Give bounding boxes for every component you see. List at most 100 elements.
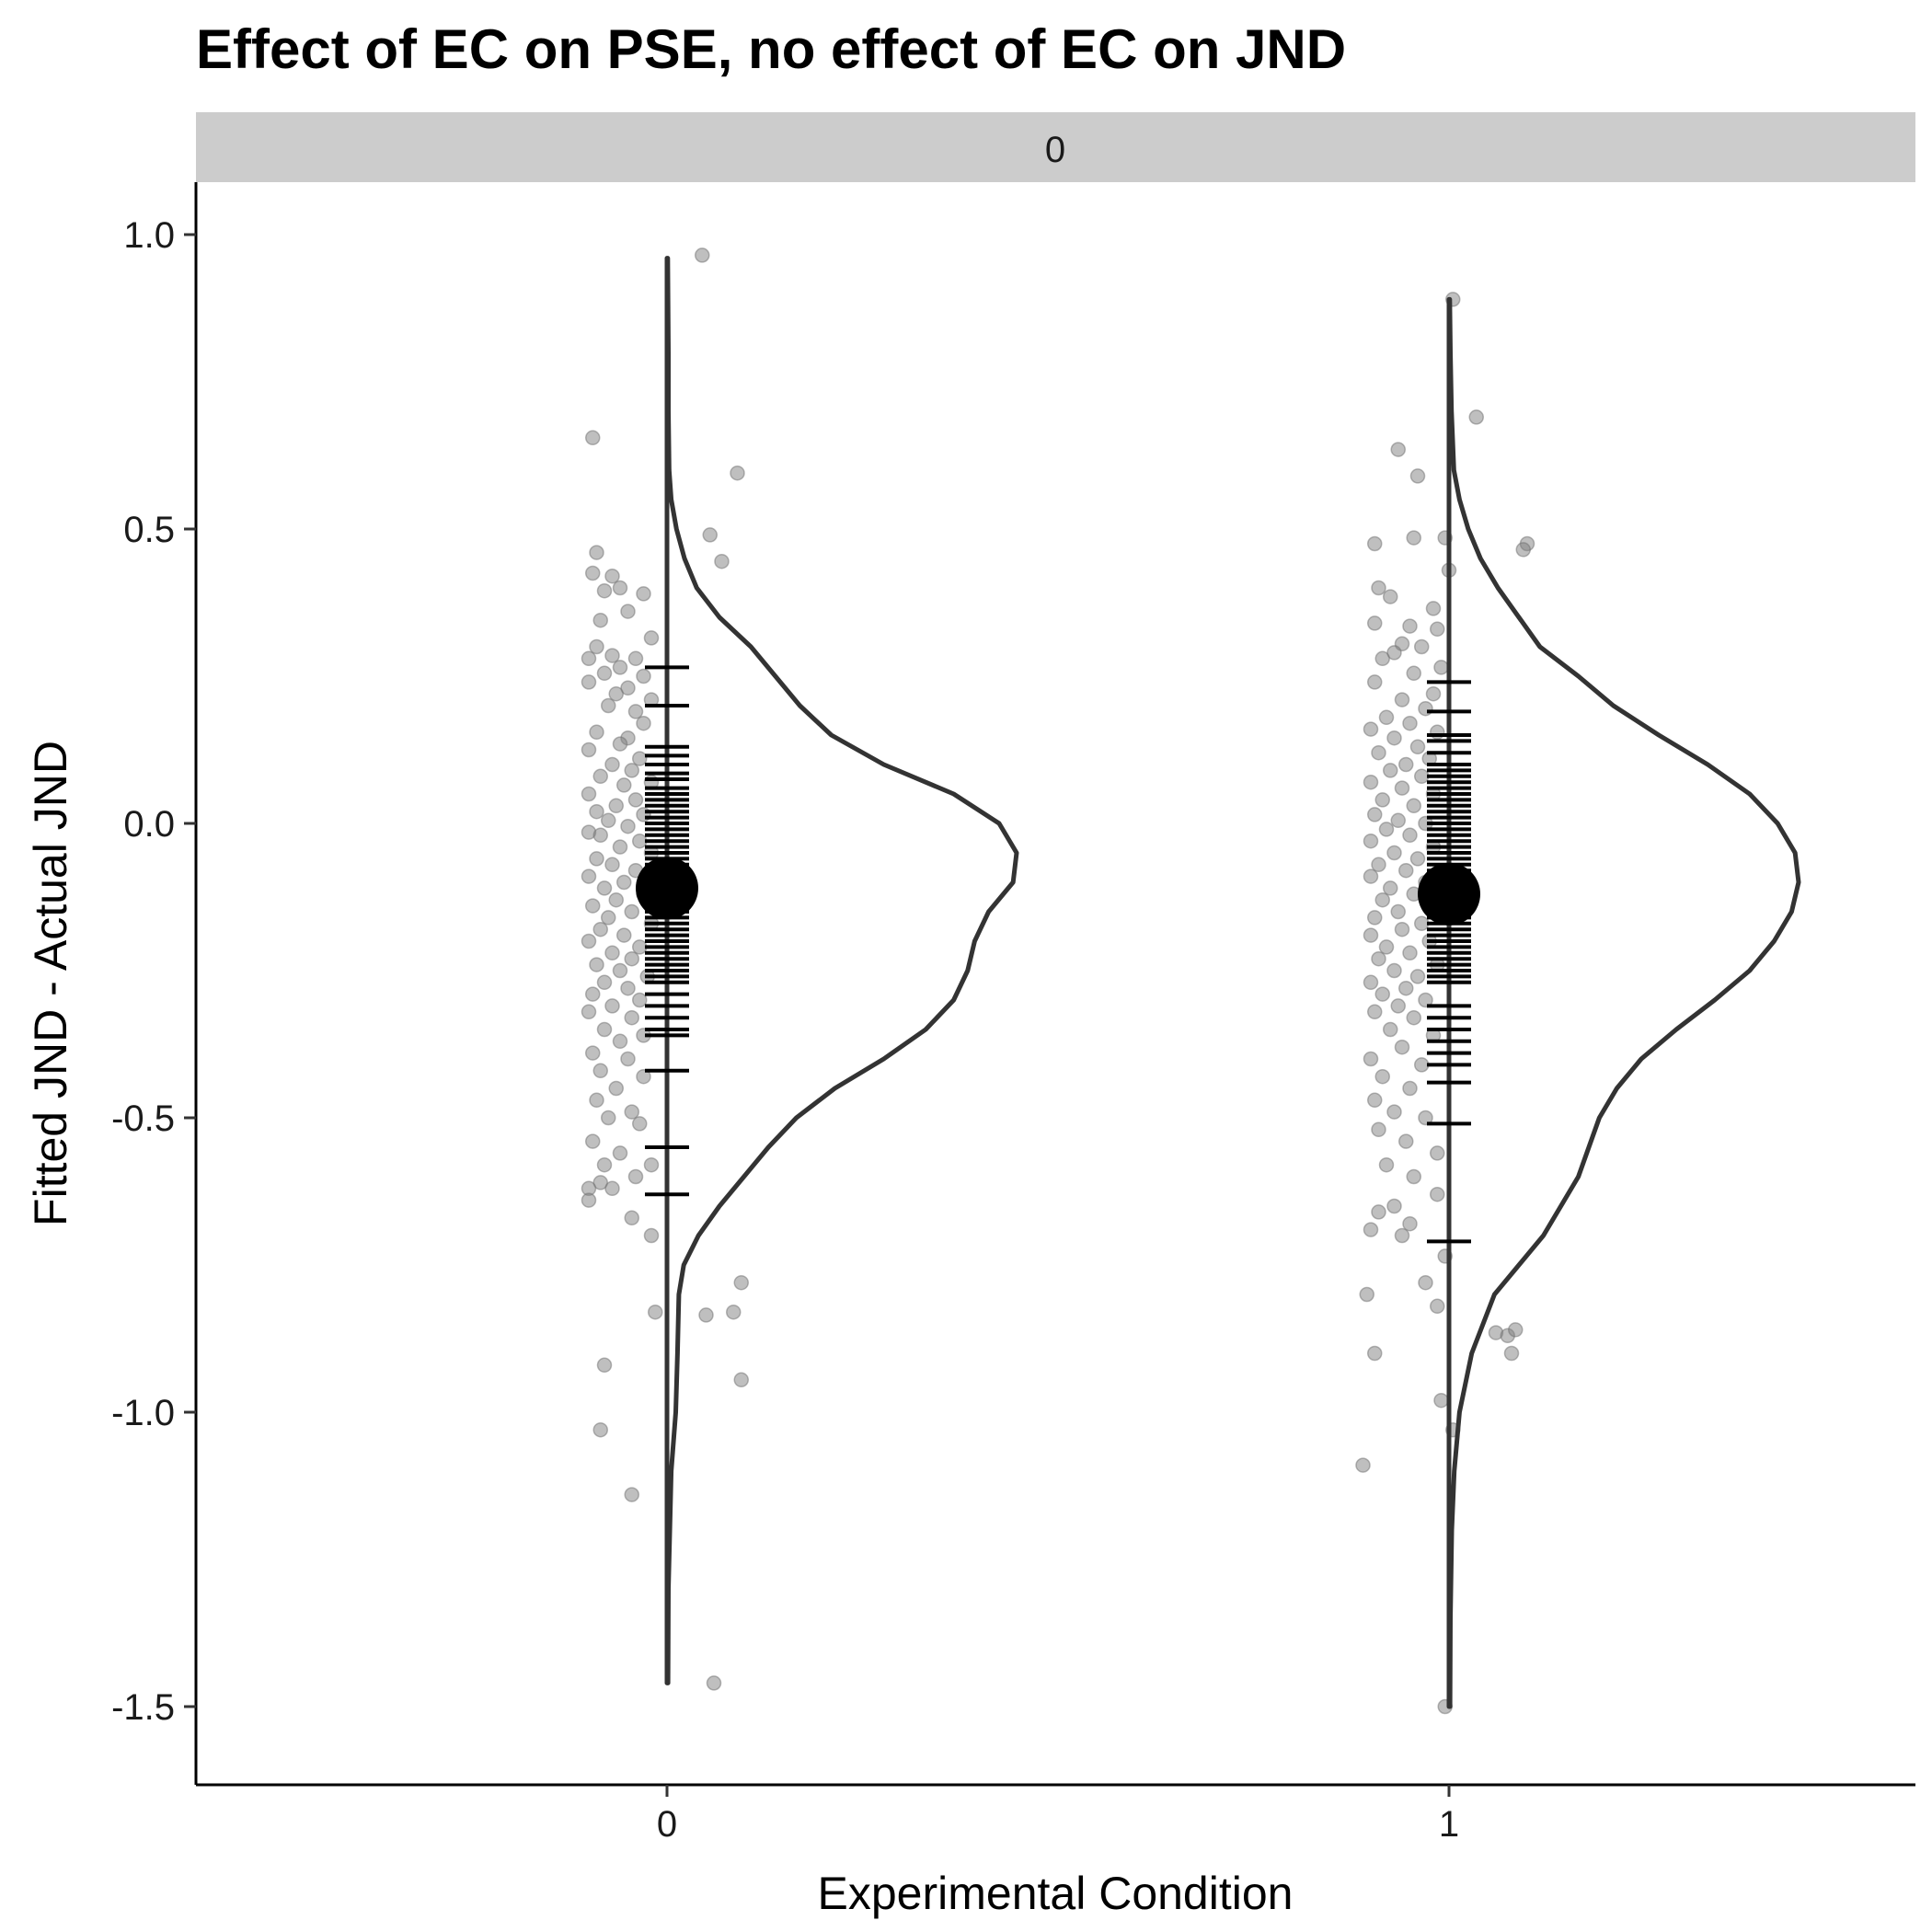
data-point — [1386, 962, 1402, 979]
data-point — [1383, 1021, 1398, 1038]
data-point — [1402, 715, 1418, 731]
data-point — [695, 247, 710, 263]
data-point — [1394, 692, 1410, 707]
data-point — [604, 568, 620, 584]
mean-point — [636, 857, 698, 920]
data-point — [620, 980, 636, 996]
x-tick-label: 1 — [1439, 1804, 1459, 1845]
data-point — [1390, 903, 1406, 920]
data-point — [1371, 1204, 1386, 1220]
data-point — [1386, 645, 1402, 661]
data-point — [1367, 807, 1383, 822]
data-point — [1406, 798, 1421, 814]
data-point — [714, 553, 730, 569]
data-point — [620, 818, 636, 834]
data-point — [1374, 891, 1390, 908]
density-curve — [1446, 296, 1801, 1709]
data-point — [604, 998, 620, 1014]
data-point — [1402, 945, 1418, 961]
data-point — [1371, 580, 1386, 596]
data-point — [1386, 845, 1402, 861]
data-point — [1386, 730, 1402, 746]
y-axis-title: Fitted JND - Actual JND — [25, 741, 76, 1226]
data-point — [1367, 1004, 1383, 1020]
y-tick-label: -1.5 — [111, 1687, 175, 1728]
data-point — [581, 1192, 597, 1208]
data-point — [726, 1304, 742, 1320]
data-point — [596, 1156, 613, 1173]
data-point — [596, 665, 613, 682]
data-point — [1363, 868, 1379, 884]
data-point — [1414, 638, 1430, 655]
data-point — [1425, 685, 1442, 702]
data-point — [627, 704, 644, 719]
data-point — [1398, 756, 1414, 773]
data-point — [589, 957, 604, 972]
data-point — [1378, 709, 1395, 726]
data-point — [1402, 1215, 1418, 1232]
data-point — [1515, 542, 1531, 558]
data-point — [1374, 1068, 1390, 1085]
data-point — [616, 777, 632, 793]
data-point — [1406, 1168, 1421, 1185]
data-point — [612, 580, 628, 596]
data-point — [1402, 1080, 1418, 1097]
condition-0-group — [581, 247, 1019, 1691]
data-point — [620, 1051, 636, 1067]
data-point — [632, 751, 648, 766]
data-point — [627, 1168, 644, 1185]
data-point — [1418, 1110, 1433, 1126]
data-point — [1355, 1457, 1371, 1473]
data-point — [1378, 822, 1395, 837]
data-point — [601, 697, 616, 714]
data-point — [1386, 1104, 1402, 1120]
data-point — [1363, 1051, 1379, 1067]
data-point — [636, 668, 651, 684]
data-point — [1367, 910, 1383, 926]
data-point — [1508, 1322, 1524, 1338]
data-point — [648, 1304, 663, 1320]
data-point — [624, 1210, 639, 1226]
data-point — [592, 1421, 608, 1438]
plot-marks — [581, 247, 1801, 1715]
data-point — [612, 962, 628, 979]
data-point — [1414, 1057, 1430, 1073]
data-point — [581, 868, 597, 884]
data-point — [636, 807, 651, 822]
data-point — [1363, 721, 1379, 737]
data-point — [632, 833, 648, 849]
data-point — [608, 1080, 624, 1097]
data-point — [1418, 700, 1433, 717]
data-point — [1406, 665, 1421, 682]
data-point — [1398, 862, 1414, 879]
data-point — [581, 674, 597, 690]
data-point — [1386, 1198, 1402, 1214]
data-point — [612, 1145, 628, 1161]
data-point — [1359, 1286, 1374, 1303]
data-point — [1367, 535, 1383, 552]
data-point — [608, 685, 624, 702]
data-point — [585, 1045, 601, 1061]
data-point — [1383, 880, 1398, 896]
data-point — [1363, 774, 1379, 790]
data-point — [1371, 1121, 1386, 1138]
data-point — [1363, 1222, 1379, 1237]
data-point — [643, 1156, 660, 1173]
data-point — [612, 660, 628, 675]
data-point — [604, 756, 620, 773]
data-point — [1367, 1092, 1383, 1109]
data-point — [1409, 969, 1426, 984]
data-point — [1409, 468, 1426, 484]
data-point — [1430, 1145, 1445, 1161]
y-tick-label: 0.5 — [123, 510, 175, 550]
data-point — [1363, 833, 1379, 849]
data-point — [1406, 530, 1421, 546]
y-tick-label: -1.0 — [111, 1393, 175, 1433]
data-point — [1383, 589, 1398, 604]
density-curve — [664, 256, 1019, 1685]
data-point — [592, 612, 608, 628]
data-point — [1430, 724, 1445, 741]
data-point — [1430, 1186, 1445, 1202]
